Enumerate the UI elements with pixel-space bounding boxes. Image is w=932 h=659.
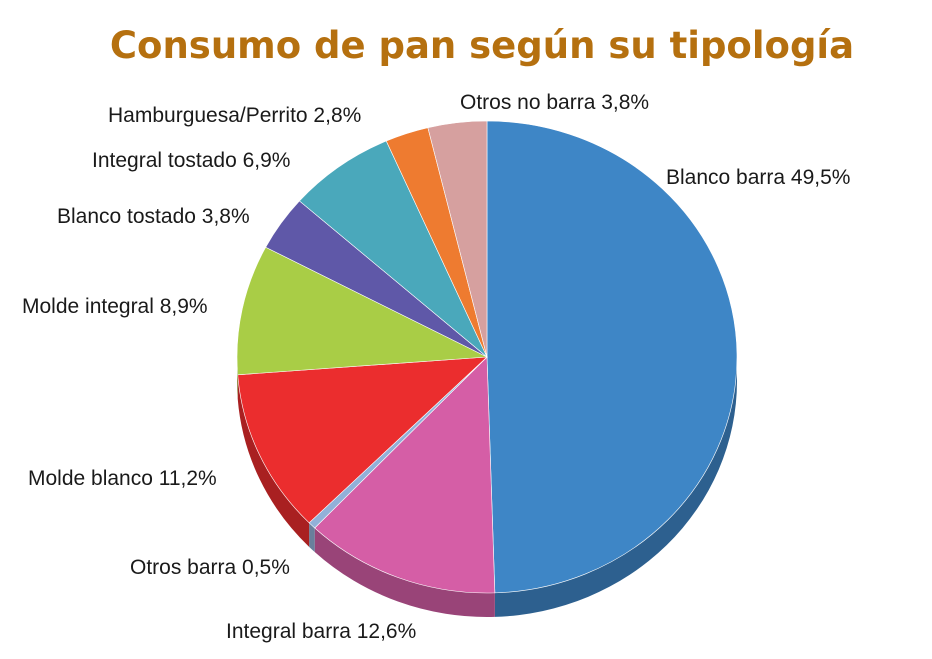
pie-slice-molde-blanco-11-2 bbox=[237, 356, 488, 524]
pie-slice-otros-no-barra-3-8 bbox=[427, 120, 488, 358]
slice-label-molde-integral-8-9: Molde integral 8,9% bbox=[22, 295, 208, 318]
slice-label-integral-barra-12-6: Integral barra 12,6% bbox=[226, 620, 416, 643]
pie-side-integral-barra-12-6 bbox=[314, 528, 495, 617]
slice-label-molde-blanco-11-2: Molde blanco 11,2% bbox=[28, 467, 217, 490]
pie-slice-integral-tostado-6-9 bbox=[299, 140, 488, 358]
slice-label-blanco-barra-49-5: Blanco barra 49,5% bbox=[666, 166, 850, 189]
pie-side-molde-blanco-11-2 bbox=[237, 374, 310, 547]
pie-slice-molde-integral-8-9 bbox=[236, 246, 489, 376]
slice-label-integral-tostado-6-9: Integral tostado 6,9% bbox=[92, 149, 290, 172]
slice-label-blanco-tostado-3-8: Blanco tostado 3,8% bbox=[57, 205, 250, 228]
slice-label-otros-no-barra-3-8: Otros no barra 3,8% bbox=[460, 91, 649, 114]
pie-slice-blanco-barra-49-5 bbox=[486, 120, 738, 594]
chart-title: Consumo de pan según su tipología bbox=[110, 24, 854, 67]
pie-slice-integral-barra-12-6 bbox=[314, 356, 496, 594]
slice-label-hamburguesa-perrito-2-8: Hamburguesa/Perrito 2,8% bbox=[108, 104, 361, 127]
pie-side-otros-barra-0-5 bbox=[309, 522, 315, 553]
pie-side-blanco-barra-49-5 bbox=[494, 357, 737, 617]
slice-label-otros-barra-0-5: Otros barra 0,5% bbox=[130, 556, 290, 579]
